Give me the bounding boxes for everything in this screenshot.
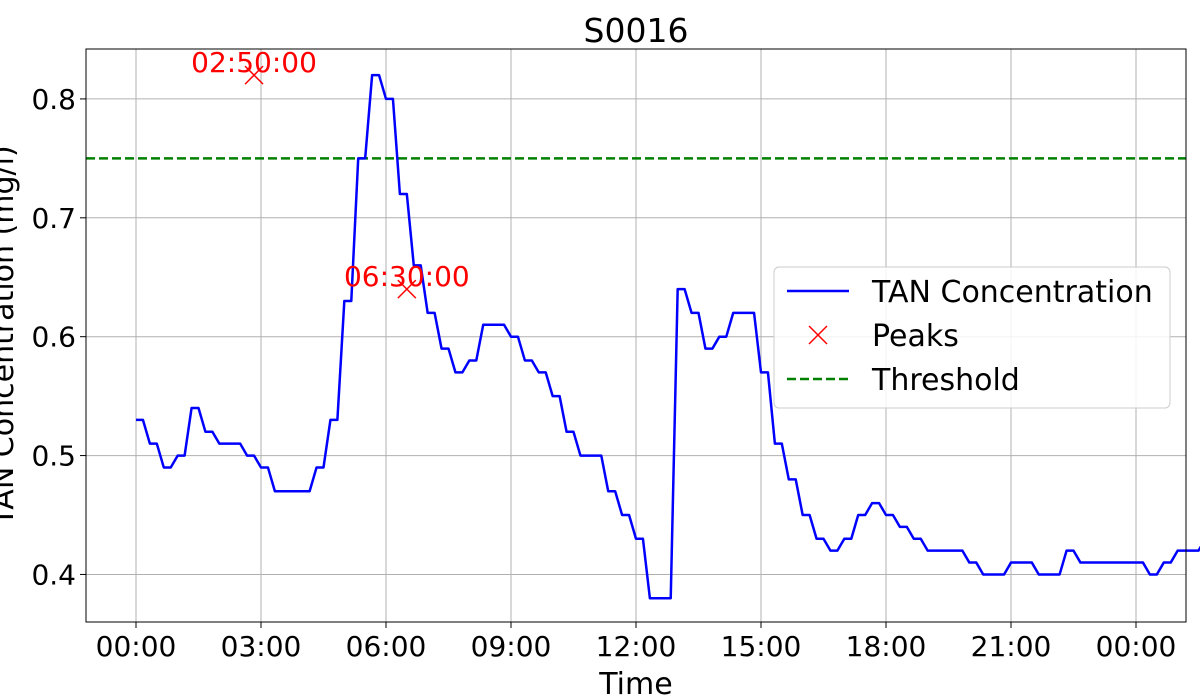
legend-box: [773, 266, 1171, 409]
peak-marker: [244, 65, 264, 85]
peak-label: 02:50:00: [191, 46, 317, 79]
y-tick-label: 0.6: [31, 321, 76, 354]
legend-label: Threshold: [871, 363, 1020, 398]
x-tick-label: 06:00: [346, 630, 427, 663]
chart-title: S0016: [584, 11, 689, 50]
legend-peaks-marker: [808, 325, 828, 345]
peak-marker-stroke: [397, 279, 417, 299]
x-tick-label: 00:00: [96, 630, 177, 663]
x-tick-label: 21:00: [971, 630, 1052, 663]
peak-label: 06:30:00: [344, 260, 470, 293]
x-tick-label: 12:00: [596, 630, 677, 663]
y-tick-label: 0.7: [31, 202, 76, 235]
legend-label: TAN Concentration: [871, 275, 1153, 310]
tan-concentration-line: [136, 73, 1200, 600]
x-axis-ticks: 00:00 03:00 06:00 09:00 12:00 15:00 18:00 21:00…: [96, 622, 1177, 663]
series-group: [136, 73, 1200, 600]
y-tick-label: 0.5: [31, 440, 76, 473]
x-tick-label: 15:00: [721, 630, 802, 663]
peak-marker: [397, 279, 417, 299]
peaks-group: 02:50:00 06:30:00: [191, 46, 470, 299]
x-axis-title: Time: [598, 667, 672, 700]
x-tick-label: 09:00: [471, 630, 552, 663]
y-axis-title: TAN Concentration (mg/l): [0, 145, 21, 526]
x-tick-label: 03:00: [221, 630, 302, 663]
y-tick-label: 0.8: [31, 83, 76, 116]
legend: TAN Concentration Peaks Threshold: [773, 266, 1171, 409]
x-tick-label: 00:00: [1096, 630, 1177, 663]
x-tick-label: 18:00: [846, 630, 927, 663]
y-tick-label: 0.4: [31, 558, 76, 591]
peak-marker-stroke: [244, 65, 264, 85]
y-axis-ticks: 0.4 0.5 0.6 0.7 0.8: [31, 83, 86, 591]
legend-label: Peaks: [872, 319, 959, 354]
